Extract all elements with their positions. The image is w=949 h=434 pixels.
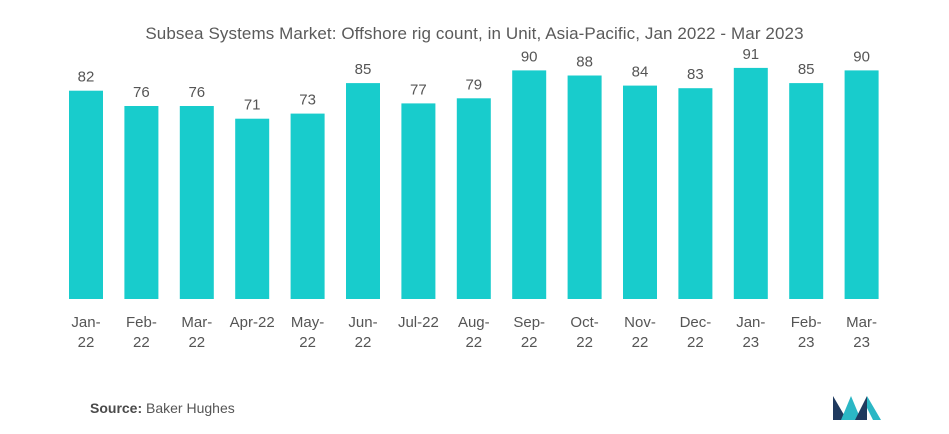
data-label-Oct-22: 88 [576,54,593,71]
x-tick-label-Mar-23: Mar-23 [846,314,877,351]
data-label-Jan-23: 91 [742,46,759,63]
source-note: Source: Baker Hughes [90,400,235,416]
bar-Dec-22 [678,88,713,299]
bar-Nov-22 [623,85,657,299]
data-label-Sep-22: 90 [521,48,538,65]
bar-Jan-23 [733,67,768,300]
x-tick-label-Apr-22: Apr-22 [230,314,275,331]
data-label-Apr-22: 71 [244,97,261,114]
brand-logo [833,396,881,420]
data-label-Jan-22: 82 [78,69,95,86]
bar-Mar-22 [179,106,214,299]
logo-right-shape [855,396,867,420]
logo-tail-shape [867,396,881,420]
x-tick-label-May-22: May-22 [291,314,324,351]
data-label-Aug-22: 79 [465,76,482,93]
data-label-Mar-22: 76 [188,84,205,101]
bar-Mar-23 [844,70,879,300]
bar-Feb-22 [124,106,159,299]
data-label-Feb-22: 76 [133,84,150,101]
data-label-May-22: 73 [299,92,316,109]
x-tick-label-Sep-22: Sep-22 [513,314,545,351]
logo-mid-shape [841,396,861,420]
bar-Sep-22 [512,70,547,300]
bar-Oct-22 [567,75,602,299]
data-label-Jun-22: 85 [355,61,372,78]
chart-title: Subsea Systems Market: Offshore rig coun… [145,24,804,43]
bar-Jun-22 [346,83,380,299]
bar-Aug-22 [456,98,491,299]
x-tick-label-Jan-22: Jan-22 [71,314,100,351]
data-label-Dec-22: 83 [687,66,704,83]
data-label-Nov-22: 84 [632,64,649,81]
data-label-Jul-22: 77 [410,81,427,98]
x-tick-label-Dec-22: Dec-22 [680,314,712,351]
x-tick-label-Jun-22: Jun-22 [348,314,377,351]
x-tick-label-Feb-23: Feb-23 [791,314,822,351]
bar-May-22 [290,113,325,299]
bar-Apr-22 [235,118,270,299]
bar-Feb-23 [789,83,824,299]
x-tick-label-Oct-22: Oct-22 [570,314,598,351]
x-tick-label-Jul-22: Jul-22 [398,314,439,331]
x-tick-label-Jan-23: Jan-23 [736,314,765,351]
data-label-Feb-23: 85 [798,61,815,78]
x-tick-label-Nov-22: Nov-22 [624,314,656,351]
x-tick-label-Mar-22: Mar-22 [181,314,212,351]
source-label: Source: [90,400,143,416]
bar-Jan-22 [69,90,103,299]
bar-Jul-22 [401,103,436,300]
x-tick-label-Feb-22: Feb-22 [126,314,157,351]
data-label-Mar-23: 90 [853,48,870,65]
source-value: Baker Hughes [146,400,235,416]
x-tick-label-Aug-22: Aug-22 [458,314,490,351]
